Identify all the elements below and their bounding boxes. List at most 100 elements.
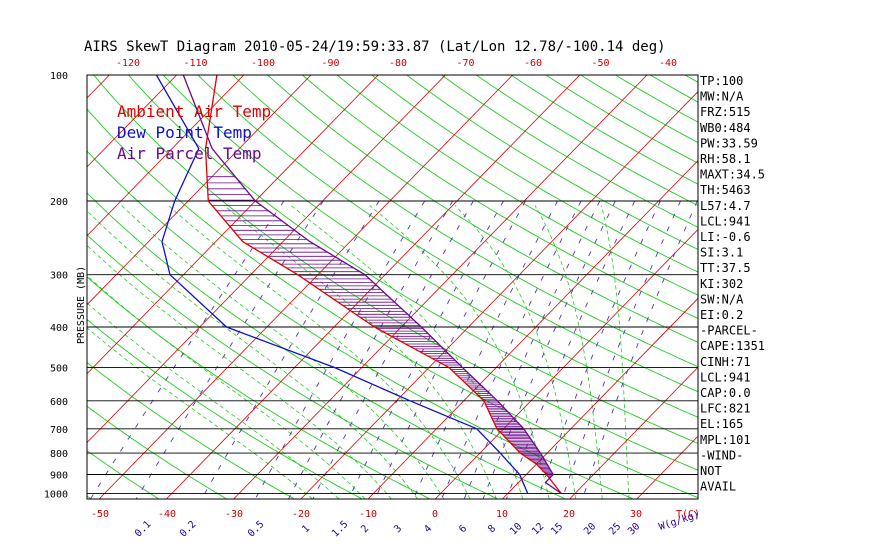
dry-adiabat: [232, 75, 698, 368]
plot-frame: [86, 74, 699, 500]
isotherm: [771, 75, 870, 499]
isotherm: [569, 366, 698, 499]
ambient-temp-curve: [204, 75, 562, 494]
dry-adiabat: [87, 450, 160, 499]
mixing-ratio-label: 8: [486, 523, 498, 535]
dry-adiabat: [87, 361, 295, 499]
index-item: -WIND-: [700, 448, 743, 462]
index-item: AVAIL: [700, 480, 736, 494]
dry-adiabat: [755, 75, 870, 499]
mixing-ratio-label: 6: [457, 523, 469, 535]
profile-curves: [155, 75, 562, 495]
y-tick-label: 800: [50, 449, 68, 460]
bottom-tick-label: -20: [292, 509, 310, 520]
top-tick-label: -120: [116, 58, 140, 69]
index-item: RH:58.1: [700, 152, 751, 166]
mixing-ratio-line: [482, 200, 616, 499]
mixing-ratio-label: 12: [530, 521, 546, 537]
bottom-tick-label: 20: [563, 509, 575, 520]
top-tick-label: -110: [183, 58, 207, 69]
mixing-ratio-label: 4: [422, 523, 434, 535]
bottom-tick-label: -10: [359, 509, 377, 520]
bottom-tick-label: 30: [630, 509, 642, 520]
index-item: NOT: [700, 464, 722, 478]
moist-adiabat: [534, 205, 603, 499]
index-item: MW:N/A: [700, 90, 744, 104]
mixing-ratio-line: [312, 200, 474, 499]
index-item: LI:-0.6: [700, 230, 751, 244]
dry-adiabat: [649, 75, 698, 103]
mixing-ratio-line: [463, 200, 601, 499]
dry-adiabat: [87, 405, 227, 499]
moist-adiabat: [290, 205, 524, 499]
mixing-ratio-label: 2: [359, 523, 371, 535]
grid-layer: [0, 75, 870, 499]
isotherm: [502, 297, 698, 499]
dew-point-curve: [155, 75, 529, 494]
legend-entry: Dew Point Temp: [117, 123, 252, 142]
top-tick-label: -40: [659, 58, 677, 69]
moist-adiabat: [454, 205, 577, 499]
mixing-ratio-line: [90, 200, 285, 499]
dry-adiabat: [371, 75, 698, 273]
y-axis-label: PRESSURE (MB): [76, 266, 87, 344]
index-item: L57:4.7: [700, 199, 751, 213]
top-tick-label: -70: [456, 58, 474, 69]
index-item: TH:5463: [700, 183, 751, 197]
isotherm: [0, 75, 42, 499]
mixing-ratio-label: 10: [508, 521, 524, 537]
parcel-temp-curve: [182, 75, 562, 495]
mixing-ratio-label: 0.2: [178, 519, 199, 540]
isotherm: [98, 75, 513, 499]
isotherm: [87, 75, 312, 306]
index-item: EI:0.2: [700, 308, 743, 322]
index-item: LCL:941: [700, 370, 751, 384]
moist-adiabat: [87, 244, 392, 499]
isotherm: [87, 75, 245, 237]
mixing-ratio-label: 0.1: [133, 519, 154, 540]
mixing-ratio-label: 30: [626, 521, 642, 537]
index-item: LFC:821: [700, 402, 751, 416]
dry-adiabat: [87, 276, 431, 499]
moist-adiabat: [87, 210, 418, 499]
bottom-tick-label: 0: [432, 509, 438, 520]
moist-adiabat: [223, 205, 497, 499]
index-item: -PARCEL-: [700, 324, 758, 338]
dry-adiabat: [336, 75, 698, 296]
dry-adiabat: [87, 150, 634, 499]
index-item: MPL:101: [700, 433, 751, 447]
mixing-ratio-label: 3: [392, 523, 404, 535]
mixing-ratio-line: [505, 200, 636, 499]
y-tick-label: 300: [50, 271, 68, 282]
index-item: CINH:71: [700, 355, 751, 369]
x-axis-label: T(C): [676, 509, 700, 520]
y-tick-label: 100: [50, 71, 68, 82]
moist-adiabat: [87, 275, 366, 499]
dry-adiabat: [267, 75, 698, 343]
mixing-ratio-label: 1.5: [330, 519, 351, 540]
moist-adiabat: [168, 205, 471, 499]
y-tick-label: 500: [50, 364, 68, 375]
dry-adiabat: [87, 234, 498, 499]
top-tick-label: -100: [251, 58, 275, 69]
y-tick-label: 1000: [44, 490, 68, 501]
index-item: EL:165: [700, 417, 743, 431]
isotherm: [87, 75, 446, 444]
dry-adiabat: [93, 75, 698, 471]
mixing-ratio-label: 20: [582, 521, 598, 537]
dry-adiabat: [197, 75, 698, 393]
y-tick-label: 400: [50, 323, 68, 334]
mixing-ratio-label: 0.5: [246, 519, 267, 540]
chart-title: AIRS SkewT Diagram 2010-05-24/19:59:33.8…: [84, 39, 666, 55]
index-item: LCL:941: [700, 214, 751, 228]
dry-adiabat: [87, 318, 363, 499]
bottom-tick-label: -30: [225, 509, 243, 520]
mixing-ratio-line: [537, 200, 661, 499]
dry-adiabat: [87, 108, 698, 499]
y-tick-label: 700: [50, 425, 68, 436]
isotherm: [367, 159, 698, 499]
dry-adiabat: [128, 75, 698, 444]
